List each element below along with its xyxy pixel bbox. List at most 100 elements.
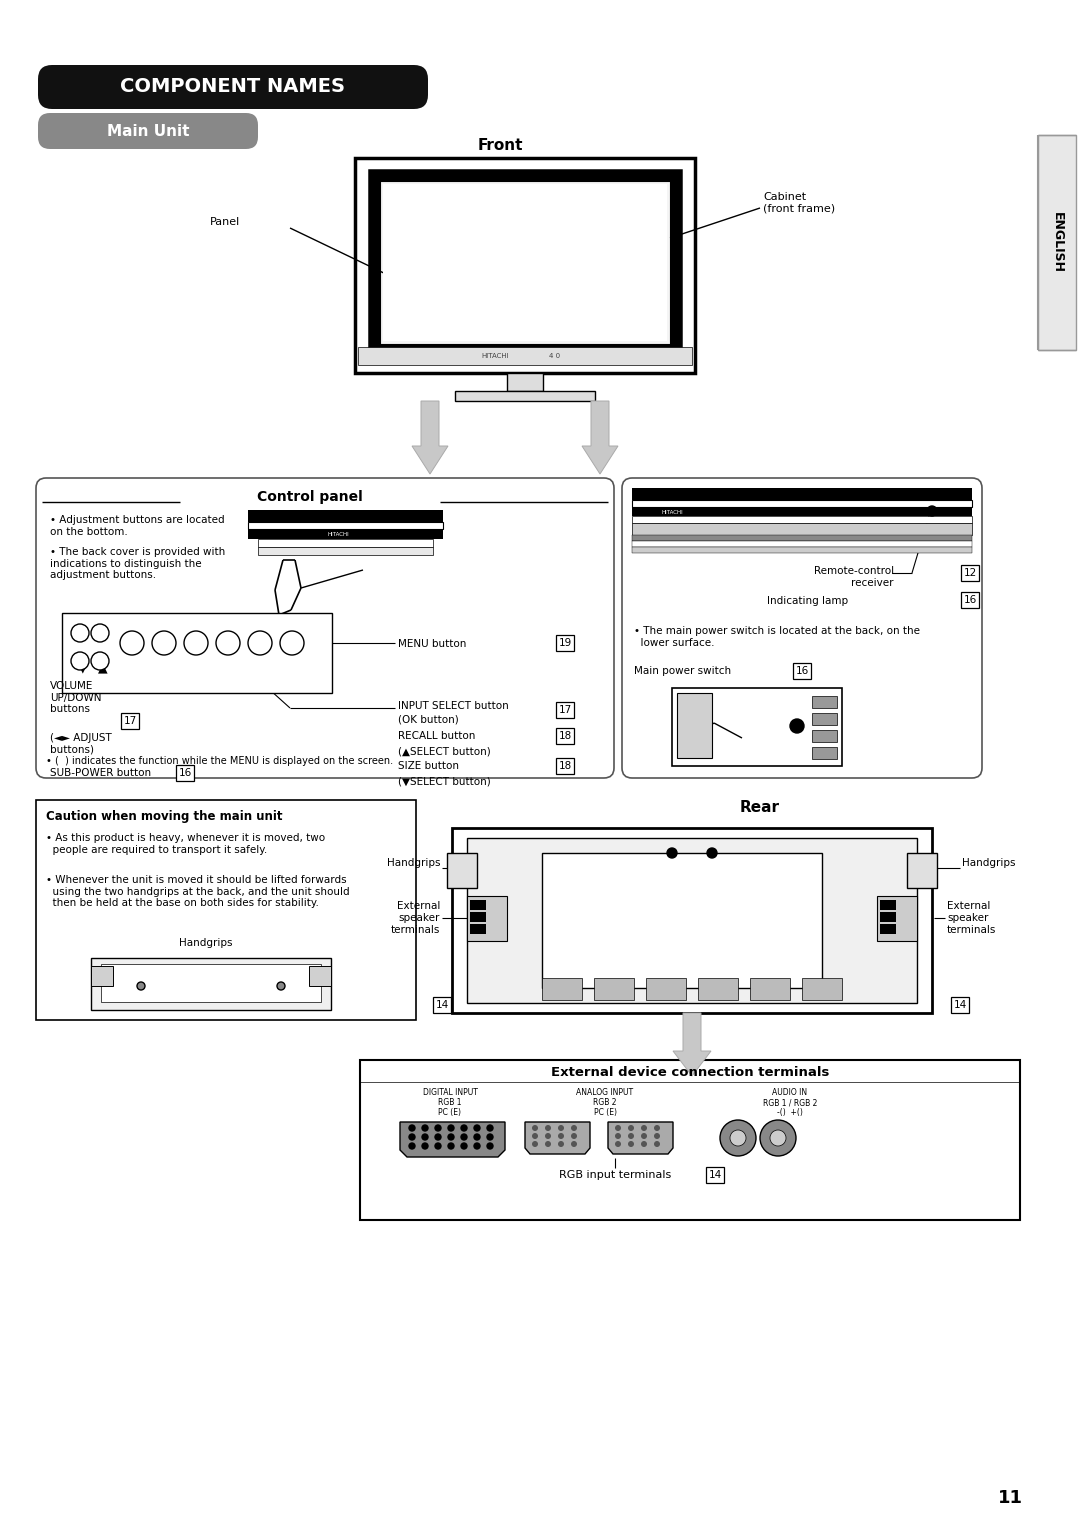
Circle shape bbox=[627, 1132, 634, 1138]
Circle shape bbox=[654, 1141, 660, 1148]
Circle shape bbox=[642, 1125, 647, 1131]
Text: PC (E): PC (E) bbox=[438, 1108, 461, 1117]
Circle shape bbox=[558, 1125, 564, 1131]
Text: • Whenever the unit is moved it should be lifted forwards
  using the two handgr: • Whenever the unit is moved it should b… bbox=[46, 876, 350, 908]
Text: RGB 2: RGB 2 bbox=[593, 1099, 617, 1106]
Bar bbox=[248, 529, 443, 539]
Bar bbox=[632, 507, 972, 516]
Bar bbox=[594, 978, 634, 999]
Circle shape bbox=[667, 848, 677, 859]
Bar bbox=[672, 688, 842, 766]
Bar bbox=[812, 747, 837, 759]
Bar bbox=[542, 978, 582, 999]
Bar bbox=[632, 523, 972, 535]
Polygon shape bbox=[582, 400, 618, 474]
Text: • Adjustment buttons are located
on the bottom.: • Adjustment buttons are located on the … bbox=[50, 515, 225, 536]
Text: Caution when moving the main unit: Caution when moving the main unit bbox=[46, 810, 283, 824]
Polygon shape bbox=[400, 1122, 505, 1157]
FancyBboxPatch shape bbox=[38, 113, 258, 150]
Circle shape bbox=[276, 983, 285, 990]
Circle shape bbox=[474, 1125, 480, 1131]
Bar bbox=[102, 964, 321, 1002]
Bar bbox=[632, 535, 972, 541]
Bar bbox=[91, 958, 330, 1010]
Circle shape bbox=[532, 1132, 538, 1138]
Bar bbox=[880, 900, 896, 911]
Text: • (  ) indicates the function while the MENU is displayed on the screen.: • ( ) indicates the function while the M… bbox=[46, 756, 393, 766]
Text: (◄► ADJUST
buttons): (◄► ADJUST buttons) bbox=[50, 733, 111, 755]
Circle shape bbox=[642, 1141, 647, 1148]
Text: COMPONENT NAMES: COMPONENT NAMES bbox=[121, 78, 346, 96]
Polygon shape bbox=[673, 1013, 711, 1076]
Bar bbox=[467, 837, 917, 1002]
Circle shape bbox=[448, 1143, 454, 1149]
Circle shape bbox=[487, 1134, 492, 1140]
Circle shape bbox=[137, 983, 145, 990]
Text: Front: Front bbox=[477, 138, 523, 153]
Text: SUB-POWER button: SUB-POWER button bbox=[50, 769, 151, 778]
Bar bbox=[309, 966, 330, 986]
Circle shape bbox=[707, 848, 717, 859]
Polygon shape bbox=[608, 1122, 673, 1154]
Bar bbox=[36, 801, 416, 1021]
Circle shape bbox=[545, 1125, 551, 1131]
Circle shape bbox=[280, 631, 303, 656]
Circle shape bbox=[422, 1125, 428, 1131]
Circle shape bbox=[532, 1125, 538, 1131]
Text: RECALL button: RECALL button bbox=[399, 730, 475, 741]
Bar bbox=[698, 978, 738, 999]
Bar bbox=[369, 170, 681, 354]
Circle shape bbox=[927, 506, 937, 516]
Bar bbox=[507, 373, 543, 391]
Text: 16: 16 bbox=[795, 666, 809, 675]
Circle shape bbox=[474, 1134, 480, 1140]
Bar bbox=[880, 924, 896, 934]
Text: • The main power switch is located at the back, on the
  lower surface.: • The main power switch is located at th… bbox=[634, 626, 920, 648]
Circle shape bbox=[448, 1125, 454, 1131]
Text: • The back cover is provided with
indications to distinguish the
adjustment butt: • The back cover is provided with indica… bbox=[50, 547, 226, 581]
Text: 16: 16 bbox=[178, 769, 191, 778]
Circle shape bbox=[448, 1134, 454, 1140]
Circle shape bbox=[435, 1134, 441, 1140]
Bar bbox=[360, 1060, 1020, 1219]
Circle shape bbox=[642, 1132, 647, 1138]
Circle shape bbox=[770, 1131, 786, 1146]
Bar bbox=[880, 912, 896, 921]
Circle shape bbox=[422, 1134, 428, 1140]
Circle shape bbox=[532, 1141, 538, 1148]
Text: 14: 14 bbox=[708, 1170, 721, 1180]
Text: Remote-control
receiver: Remote-control receiver bbox=[814, 565, 894, 588]
Text: ▲: ▲ bbox=[98, 662, 108, 674]
Circle shape bbox=[184, 631, 208, 656]
Bar bbox=[907, 853, 937, 888]
Circle shape bbox=[545, 1132, 551, 1138]
Circle shape bbox=[558, 1141, 564, 1148]
Circle shape bbox=[71, 623, 89, 642]
Circle shape bbox=[545, 1141, 551, 1148]
Text: MENU button: MENU button bbox=[399, 639, 467, 649]
Circle shape bbox=[720, 1120, 756, 1157]
Text: RGB 1: RGB 1 bbox=[438, 1099, 462, 1106]
Bar bbox=[632, 541, 972, 547]
Text: (▲SELECT button): (▲SELECT button) bbox=[399, 746, 490, 756]
Bar bbox=[470, 900, 486, 911]
Text: ENGLISH: ENGLISH bbox=[1051, 211, 1064, 272]
Bar bbox=[632, 500, 972, 507]
Circle shape bbox=[615, 1141, 621, 1148]
Bar bbox=[91, 966, 113, 986]
Circle shape bbox=[615, 1132, 621, 1138]
Bar bbox=[470, 924, 486, 934]
Circle shape bbox=[409, 1125, 415, 1131]
Circle shape bbox=[730, 1131, 746, 1146]
Bar bbox=[357, 347, 692, 365]
Text: Main power switch: Main power switch bbox=[634, 666, 731, 675]
Text: HITACHI: HITACHI bbox=[327, 532, 349, 536]
Text: 4 0: 4 0 bbox=[550, 353, 561, 359]
FancyBboxPatch shape bbox=[36, 478, 615, 778]
Bar bbox=[877, 895, 917, 941]
Text: 12: 12 bbox=[963, 568, 976, 578]
Bar bbox=[812, 730, 837, 743]
Circle shape bbox=[216, 631, 240, 656]
Circle shape bbox=[152, 631, 176, 656]
Text: DIGITAL INPUT: DIGITAL INPUT bbox=[422, 1088, 477, 1097]
